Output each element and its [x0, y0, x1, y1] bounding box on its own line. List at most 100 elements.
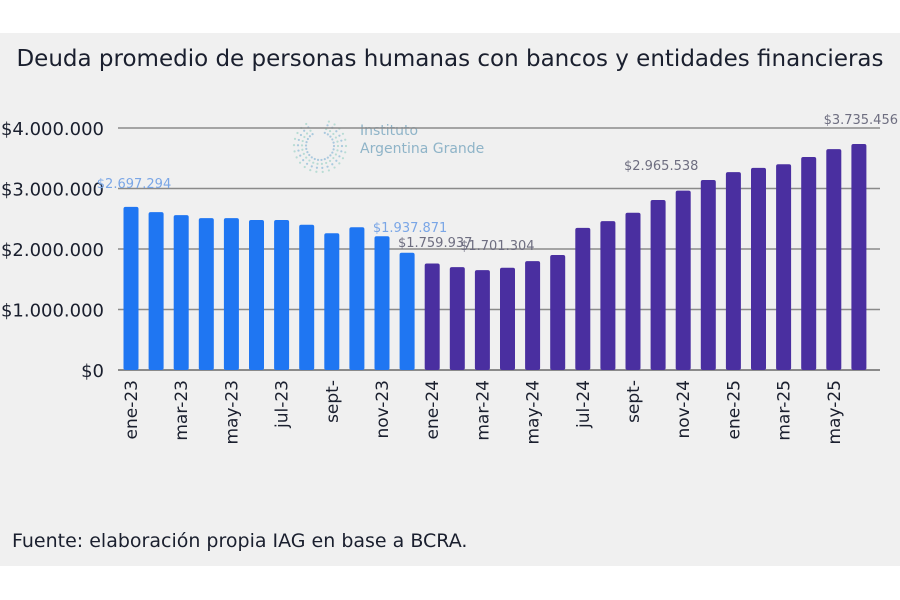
- logo-dot: [327, 120, 330, 123]
- logo-dot: [305, 122, 308, 126]
- logo-dot: [333, 123, 336, 126]
- bar: [625, 212, 641, 370]
- bar: [826, 149, 842, 370]
- logo-dot: [336, 149, 339, 152]
- x-tick-label: jul-23: [273, 380, 293, 429]
- logo-dot: [306, 137, 309, 141]
- logo-dot: [320, 158, 323, 162]
- logo-dot: [302, 152, 305, 155]
- logo-dot: [329, 135, 332, 138]
- logo-dot: [310, 156, 313, 159]
- watermark-logo: Instituto Argentina Grande: [292, 112, 502, 182]
- logo-dot: [299, 154, 302, 157]
- logo-dot: [315, 166, 319, 169]
- logo-dot: [336, 140, 339, 143]
- x-tick-label: jul-24: [574, 380, 594, 429]
- bar: [675, 190, 691, 370]
- y-tick-label: $1.000.000: [1, 301, 104, 322]
- bar: [399, 252, 415, 370]
- logo-dot: [303, 165, 306, 169]
- logo-dot: [298, 161, 302, 164]
- logo-dot: [332, 141, 335, 144]
- logo-dot: [301, 148, 304, 151]
- logo-dot: [308, 135, 312, 138]
- logo-dot: [321, 166, 324, 169]
- logo-dot: [296, 144, 300, 147]
- bar: [776, 164, 792, 370]
- logo-dot: [332, 132, 335, 136]
- bar: [525, 261, 541, 370]
- x-tick-label: ene-25: [724, 380, 744, 439]
- data-label: $1.701.304: [460, 239, 534, 254]
- logo-dot: [334, 136, 337, 139]
- bar: [550, 255, 566, 370]
- logo-dot: [305, 132, 309, 135]
- data-label: $2.697.294: [97, 177, 171, 192]
- logo-dot: [326, 156, 329, 159]
- logo-dot: [300, 144, 304, 147]
- y-tick-label: $3.000.000: [1, 180, 104, 201]
- bar: [725, 172, 741, 370]
- logo-dot: [338, 155, 341, 158]
- bar: [474, 270, 490, 370]
- logo-dot: [316, 158, 320, 161]
- x-tick-label: may-25: [825, 380, 845, 445]
- logo-dot: [325, 161, 328, 165]
- logo-dot: [344, 151, 347, 154]
- bar: [424, 263, 440, 370]
- logo-dot: [326, 165, 329, 168]
- logo-dot: [292, 143, 296, 147]
- y-tick-label: $4.000.000: [1, 119, 104, 140]
- logo-dot: [338, 134, 341, 137]
- data-label: $2.965.538: [624, 159, 698, 174]
- bar: [700, 180, 716, 370]
- logo-dot: [305, 147, 308, 151]
- bar: [600, 221, 616, 370]
- x-tick-label: mar-25: [775, 380, 795, 441]
- logo-dot: [321, 170, 324, 173]
- x-tick-label: mar-24: [473, 380, 493, 441]
- logo-dot: [308, 153, 311, 157]
- logo-dot: [305, 141, 308, 144]
- logo-dot: [327, 169, 330, 172]
- logo-dot: [297, 149, 300, 152]
- logo-dot: [332, 144, 336, 148]
- logo-dot: [305, 162, 309, 165]
- logo-dot: [341, 132, 345, 135]
- bar: [324, 233, 340, 370]
- logo-dot: [344, 144, 348, 148]
- logo-dot: [296, 131, 299, 135]
- logo-dot: [332, 148, 335, 151]
- logo-dot: [320, 162, 323, 166]
- logo-dot: [293, 150, 296, 153]
- logo-dot: [313, 157, 316, 161]
- data-label: $1.759.937: [398, 236, 472, 251]
- chart-title: Deuda promedio de personas humanas con b…: [16, 46, 884, 72]
- bar: [851, 144, 867, 370]
- logo-dot: [332, 156, 335, 160]
- logo-dot: [316, 162, 319, 165]
- x-tick-label: may-24: [524, 380, 544, 445]
- bar: [801, 157, 817, 370]
- logo-dot: [338, 162, 341, 165]
- logo-dot: [333, 166, 336, 169]
- logo-dot: [312, 161, 315, 164]
- watermark-line1: Instituto: [360, 123, 419, 139]
- logo-dot: [331, 138, 334, 141]
- logo-dot: [335, 130, 338, 133]
- logo-dot: [340, 150, 343, 153]
- bar: [349, 227, 365, 370]
- logo-dot: [328, 159, 332, 163]
- logo-dot: [311, 133, 314, 136]
- bar: [274, 219, 290, 370]
- logo-dot: [335, 159, 338, 162]
- bar: [299, 224, 315, 370]
- data-label: $3.735.456: [824, 113, 898, 128]
- logo-dot: [303, 135, 306, 139]
- logo-dot: [293, 137, 297, 140]
- bar: [148, 212, 164, 370]
- logo-dot: [309, 169, 312, 172]
- bar: [198, 218, 214, 370]
- logo-dot: [323, 158, 326, 161]
